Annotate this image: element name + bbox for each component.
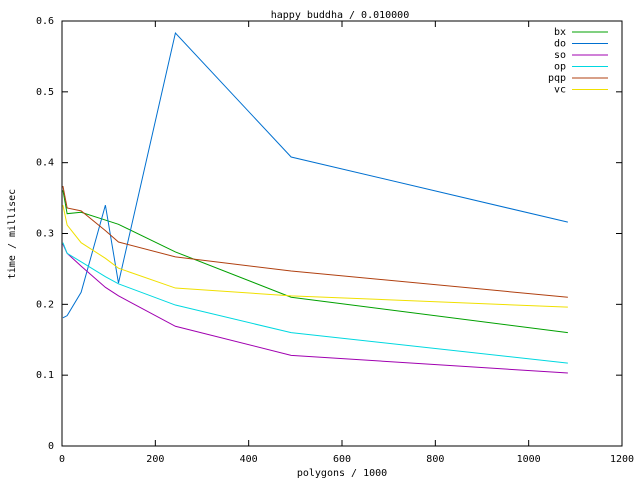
series-line (62, 185, 568, 298)
x-tick-label: 0 (59, 454, 65, 465)
y-tick-label: 0.2 (36, 299, 54, 310)
y-axis-label: time / millisec (7, 189, 18, 279)
x-tick-label: 400 (240, 454, 258, 465)
y-tick-label: 0.4 (36, 158, 54, 169)
y-tick-label: 0.3 (36, 229, 54, 240)
x-tick-label: 1200 (610, 454, 634, 465)
legend-label: pqp (548, 73, 566, 84)
x-axis-label: polygons / 1000 (297, 468, 387, 479)
series-line (62, 190, 568, 334)
y-tick-label: 0 (48, 441, 54, 452)
series-line (62, 243, 568, 374)
series-line (62, 205, 568, 308)
legend-label: so (554, 50, 566, 61)
x-tick-label: 1000 (517, 454, 541, 465)
legend-label: bx (554, 27, 566, 38)
chart-title: happy buddha / 0.010000 (271, 10, 409, 21)
x-tick-label: 800 (426, 454, 444, 465)
x-tick-label: 600 (333, 454, 351, 465)
legend-label: op (554, 62, 566, 73)
y-tick-label: 0.5 (36, 87, 54, 98)
x-tick-label: 200 (146, 454, 164, 465)
y-tick-label: 0.1 (36, 370, 54, 381)
y-tick-label: 0.6 (36, 16, 54, 27)
legend-label: do (554, 39, 566, 50)
series-line (62, 242, 568, 364)
legend-label: vc (554, 85, 566, 96)
series-line (62, 32, 568, 319)
